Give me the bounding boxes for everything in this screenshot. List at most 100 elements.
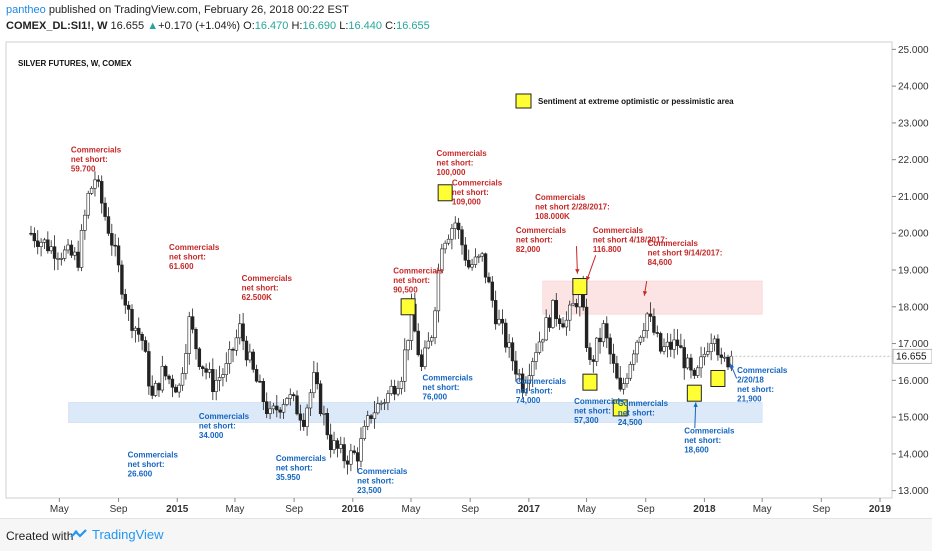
candle-up xyxy=(62,249,67,259)
extreme-sentiment-marker xyxy=(437,184,453,202)
candle-down xyxy=(598,337,602,343)
candle-up xyxy=(571,303,575,306)
candle-down xyxy=(493,300,498,325)
candle-down xyxy=(106,216,111,234)
candle-up xyxy=(238,323,242,339)
y-tick-label: 13.000 xyxy=(898,486,929,497)
candle-down xyxy=(557,318,562,324)
y-tick-label: 15.000 xyxy=(898,413,929,424)
candle-down xyxy=(69,244,74,256)
candle-down xyxy=(584,306,589,348)
candle-up xyxy=(180,373,185,386)
candle-up xyxy=(133,327,138,331)
candle-up xyxy=(382,402,387,404)
candle-down xyxy=(130,309,134,331)
annotation-line: net short: xyxy=(516,236,553,245)
candle-down xyxy=(275,405,279,411)
candle-up xyxy=(399,380,404,389)
candle-down xyxy=(110,233,114,246)
candle-down xyxy=(342,444,346,462)
candle-up xyxy=(473,256,478,265)
candle-up xyxy=(312,372,316,394)
candle-up xyxy=(544,317,548,341)
candle-down xyxy=(554,300,558,320)
annotation-line: 76,000 xyxy=(423,392,448,401)
annotation-line: net short: xyxy=(128,460,165,469)
candle-up xyxy=(672,339,676,350)
candle-up xyxy=(497,318,501,325)
annotation-line: net short: xyxy=(242,284,279,293)
candle-down xyxy=(692,369,697,376)
last-price-label: 16.655 xyxy=(896,352,927,363)
annotation-line: Commercials xyxy=(276,454,327,463)
candle-down xyxy=(318,383,323,415)
y-tick-label: 24.000 xyxy=(898,82,929,93)
price-change: +0.170 (+1.04%) xyxy=(158,20,241,32)
candle-down xyxy=(658,333,663,352)
author-link[interactable]: pantheo xyxy=(6,4,46,16)
x-tick-label: Sep xyxy=(285,504,303,515)
candle-down xyxy=(504,322,508,348)
x-tick-label: 2015 xyxy=(166,504,189,515)
candle-up xyxy=(436,270,441,312)
annotation-line: net short 9/14/2017: xyxy=(648,249,723,258)
candle-up xyxy=(224,363,228,375)
candle-up xyxy=(86,193,90,216)
high-value: 16.690 xyxy=(302,20,337,32)
candle-down xyxy=(76,251,80,268)
created-with-text: Created with xyxy=(6,529,74,543)
candle-down xyxy=(163,365,168,377)
candle-down xyxy=(679,345,683,348)
candle-up xyxy=(406,340,410,351)
y-tick-label: 20.000 xyxy=(898,229,929,240)
annotation-line: Commercials xyxy=(393,267,444,276)
annotation-line: Commercials xyxy=(516,377,567,386)
candle-up xyxy=(362,425,367,439)
annotation-line: Commercials xyxy=(535,193,586,202)
candle-up xyxy=(389,385,393,394)
candle-up xyxy=(685,357,690,369)
candle-up xyxy=(645,313,649,331)
symbol-label[interactable]: COMEX_DL:SI1!, W xyxy=(6,20,108,32)
candle-up xyxy=(89,187,94,194)
candle-up xyxy=(507,342,511,348)
tradingview-brand[interactable]: TradingView xyxy=(70,527,164,542)
y-tick-label: 18.000 xyxy=(898,302,929,313)
extreme-sentiment-marker xyxy=(400,298,416,316)
candle-up xyxy=(177,384,181,393)
publish-text: published on TradingView.com, February 2… xyxy=(45,4,349,16)
candle-down xyxy=(201,366,205,369)
extreme-sentiment-marker xyxy=(710,369,726,387)
candle-up xyxy=(632,353,636,365)
candle-down xyxy=(483,253,488,278)
candle-up xyxy=(322,413,326,415)
candle-down xyxy=(591,359,596,362)
candle-down xyxy=(302,419,306,427)
candle-up xyxy=(470,264,474,268)
annotation-line: 61.600 xyxy=(169,262,194,271)
candle-down xyxy=(231,348,235,351)
candle-down xyxy=(140,334,144,341)
candle-up xyxy=(534,352,538,362)
x-tick-label: Sep xyxy=(812,504,830,515)
annotation-line: Commercials xyxy=(128,451,179,460)
annotation-line: net short: xyxy=(436,159,473,168)
candles xyxy=(29,171,734,475)
candle-up xyxy=(709,343,713,353)
candle-up xyxy=(527,375,532,384)
tradingview-logo-icon xyxy=(70,528,87,538)
candle-up xyxy=(480,253,484,257)
candle-down xyxy=(719,354,723,358)
candle-up xyxy=(642,330,646,338)
candle-down xyxy=(335,440,340,449)
candle-down xyxy=(608,337,612,355)
candle-up xyxy=(564,319,569,328)
price-chart[interactable]: 13.000 14.000 15.000 16.000 17.000 18.000 19.0… xyxy=(0,0,932,518)
candle-down xyxy=(120,264,124,295)
